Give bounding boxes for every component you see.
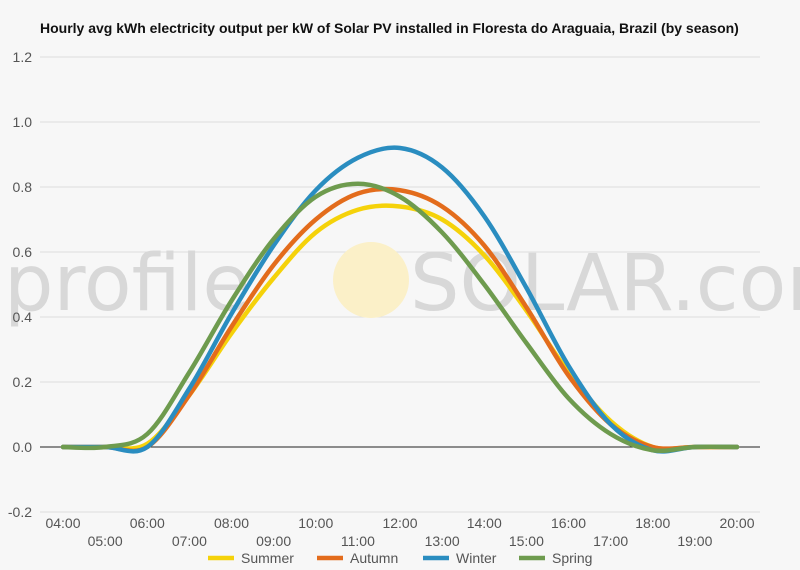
x-tick-label: 12:00: [382, 515, 417, 531]
x-tick-label: 15:00: [509, 533, 544, 549]
legend-label-winter: Winter: [456, 550, 497, 566]
x-tick-label: 17:00: [593, 533, 628, 549]
x-tick-label: 18:00: [635, 515, 670, 531]
x-tick-label: 19:00: [677, 533, 712, 549]
y-tick-label: 1.0: [13, 114, 33, 130]
watermark-text-left: profile: [4, 239, 250, 329]
legend-label-autumn: Autumn: [350, 550, 398, 566]
y-tick-label: 0.0: [13, 439, 33, 455]
series-lines: [60, 145, 740, 454]
y-tick-label: -0.2: [8, 504, 32, 520]
x-tick-label: 05:00: [88, 533, 123, 549]
x-tick-label: 14:00: [467, 515, 502, 531]
watermark-text-right: SOLAR.com: [410, 239, 800, 329]
x-tick-label: 09:00: [256, 533, 291, 549]
x-tick-label: 16:00: [551, 515, 586, 531]
legend: Summer Autumn Winter Spring: [208, 550, 592, 566]
x-tick-label: 08:00: [214, 515, 249, 531]
y-tick-label: 0.8: [13, 179, 33, 195]
y-tick-label: 1.2: [13, 49, 33, 65]
watermark: profile SOLAR.com: [4, 239, 800, 329]
x-tick-label: 07:00: [172, 533, 207, 549]
x-tick-label: 11:00: [341, 533, 375, 549]
x-tick-label: 13:00: [425, 533, 460, 549]
x-axis: 04:00 05:00 06:00 07:00 08:00 09:00 10:00 11:00…: [45, 515, 754, 549]
x-tick-label: 20:00: [719, 515, 754, 531]
legend-label-summer: Summer: [241, 550, 294, 566]
legend-label-spring: Spring: [552, 550, 592, 566]
x-tick-label: 06:00: [130, 515, 165, 531]
series-line-spring: [60, 181, 740, 454]
x-tick-label: 10:00: [298, 515, 333, 531]
y-tick-label: 0.4: [13, 309, 33, 325]
y-axis: 1.2 1.0 0.8 0.6 0.4 0.2 0.0 -0.2: [8, 49, 32, 520]
x-tick-label: 04:00: [45, 515, 80, 531]
series-line-winter: [60, 145, 740, 454]
grid: [40, 56, 760, 513]
watermark-sun-icon: [333, 242, 409, 318]
chart-title: Hourly avg kWh electricity output per kW…: [40, 20, 739, 36]
y-tick-label: 0.6: [13, 244, 33, 260]
y-tick-label: 0.2: [13, 374, 33, 390]
